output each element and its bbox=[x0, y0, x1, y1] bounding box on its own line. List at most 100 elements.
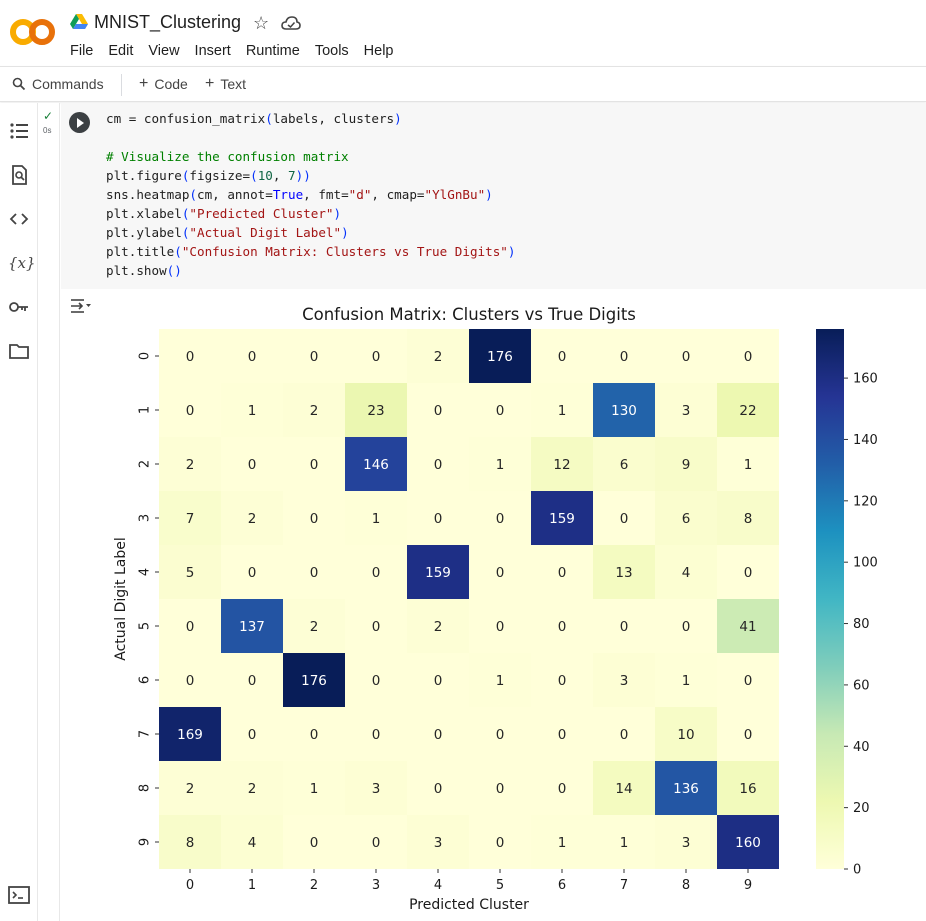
heatmap-cell bbox=[593, 545, 655, 599]
find-icon[interactable] bbox=[8, 164, 30, 186]
cell-annotation: 1 bbox=[744, 457, 753, 473]
cell-annotation: 0 bbox=[496, 835, 505, 851]
cell-annotation: 1 bbox=[248, 403, 257, 419]
cell-annotation: 0 bbox=[310, 727, 319, 743]
y-tick-label: 0 bbox=[138, 352, 153, 360]
add-code-button[interactable]: + Code bbox=[139, 76, 188, 93]
heatmap-cell bbox=[531, 599, 593, 653]
heatmap-cell bbox=[655, 437, 717, 491]
secrets-icon[interactable] bbox=[8, 296, 30, 318]
cell-annotation: 0 bbox=[434, 673, 443, 689]
heatmap-cell bbox=[717, 545, 779, 599]
cell-annotation: 0 bbox=[248, 349, 257, 365]
cell-annotation: 0 bbox=[186, 403, 195, 419]
heatmap-cell bbox=[593, 437, 655, 491]
y-tick-label: 9 bbox=[138, 838, 153, 846]
heatmap-cell bbox=[221, 491, 283, 545]
notebook-title[interactable]: MNIST_Clustering bbox=[94, 12, 242, 32]
x-tick-label: 2 bbox=[310, 878, 318, 893]
code-snippets-icon[interactable] bbox=[8, 208, 30, 230]
heatmap-cell bbox=[345, 383, 407, 437]
heatmap-cell bbox=[531, 437, 593, 491]
x-tick-label: 7 bbox=[620, 878, 628, 893]
code-editor[interactable]: cm = confusion_matrix(labels, clusters) … bbox=[106, 111, 516, 278]
heatmap-cell bbox=[531, 707, 593, 761]
heatmap-cell bbox=[159, 707, 221, 761]
add-text-label: Text bbox=[220, 76, 247, 92]
colorbar-tick-label: 0 bbox=[853, 863, 861, 878]
heatmap-cell bbox=[717, 599, 779, 653]
heatmap-cell bbox=[593, 491, 655, 545]
heatmap-cell bbox=[407, 707, 469, 761]
heatmap-cell bbox=[655, 545, 717, 599]
heatmap-cell bbox=[593, 761, 655, 815]
cell-annotation: 0 bbox=[558, 781, 567, 797]
cell-annotation: 0 bbox=[310, 511, 319, 527]
cell-annotation: 4 bbox=[248, 835, 257, 851]
terminal-icon[interactable] bbox=[8, 886, 30, 904]
heatmap-cell bbox=[469, 491, 531, 545]
toc-icon[interactable] bbox=[8, 120, 30, 142]
cell-annotation: 0 bbox=[186, 349, 195, 365]
heatmap-cell bbox=[345, 707, 407, 761]
heatmap-cell bbox=[283, 761, 345, 815]
cell-annotation: 14 bbox=[615, 781, 632, 797]
cell-annotation: 41 bbox=[739, 619, 756, 635]
heatmap-cell bbox=[469, 437, 531, 491]
cell-annotation: 0 bbox=[744, 727, 753, 743]
cell-annotation: 0 bbox=[434, 403, 443, 419]
cell-annotation: 130 bbox=[611, 403, 637, 419]
cell-annotation: 3 bbox=[372, 781, 381, 797]
menu-help[interactable]: Help bbox=[363, 43, 394, 59]
menu-runtime[interactable]: Runtime bbox=[245, 43, 300, 59]
cloud-status-icon[interactable] bbox=[281, 15, 301, 31]
cell-annotation: 0 bbox=[620, 511, 629, 527]
cell-annotation: 0 bbox=[496, 511, 505, 527]
cell-annotation: 0 bbox=[496, 781, 505, 797]
app-header: MNIST_Clustering ☆ File Edit View Insert… bbox=[0, 0, 926, 66]
menu-view[interactable]: View bbox=[148, 43, 180, 59]
heatmap-cell bbox=[159, 599, 221, 653]
cell-annotation: 0 bbox=[682, 349, 691, 365]
cell-annotation: 160 bbox=[735, 835, 761, 851]
cell-annotation: 0 bbox=[372, 727, 381, 743]
heatmap-cell bbox=[593, 383, 655, 437]
cell-annotation: 0 bbox=[744, 673, 753, 689]
colab-logo[interactable] bbox=[10, 14, 56, 50]
files-icon[interactable] bbox=[8, 340, 30, 362]
cell-annotation: 3 bbox=[620, 673, 629, 689]
heatmap-cell bbox=[593, 653, 655, 707]
heatmap-cell bbox=[469, 329, 531, 383]
cell-annotation: 6 bbox=[620, 457, 629, 473]
code-cell[interactable] bbox=[61, 103, 926, 289]
menu-file[interactable]: File bbox=[70, 43, 94, 59]
menu-insert[interactable]: Insert bbox=[194, 43, 231, 59]
heatmap-cell bbox=[655, 383, 717, 437]
x-axis-label: Predicted Cluster bbox=[409, 897, 529, 913]
heatmap-cell bbox=[159, 815, 221, 869]
star-icon[interactable]: ☆ bbox=[253, 13, 270, 33]
menu-edit[interactable]: Edit bbox=[108, 43, 134, 59]
heatmap-cell bbox=[407, 329, 469, 383]
heatmap-cell bbox=[283, 599, 345, 653]
heatmap-cell bbox=[531, 329, 593, 383]
heatmap-cell bbox=[159, 383, 221, 437]
cell-annotation: 0 bbox=[620, 619, 629, 635]
cell-annotation: 0 bbox=[620, 727, 629, 743]
toolbar-divider bbox=[121, 74, 122, 96]
menu-tools[interactable]: Tools bbox=[314, 43, 349, 59]
cell-annotation: 0 bbox=[372, 673, 381, 689]
run-cell-button[interactable] bbox=[69, 112, 90, 133]
cell-annotation: 23 bbox=[367, 403, 384, 419]
heatmap-cell bbox=[283, 545, 345, 599]
add-text-button[interactable]: + Text bbox=[205, 76, 247, 93]
variables-icon[interactable]: {x} bbox=[8, 254, 36, 272]
output-options-icon[interactable] bbox=[70, 297, 92, 315]
commands-button[interactable]: Commands bbox=[12, 76, 104, 92]
execution-time: 0s bbox=[43, 126, 52, 135]
heatmap-cell bbox=[283, 383, 345, 437]
heatmap-cell bbox=[345, 599, 407, 653]
toolbar: Commands + Code + Text bbox=[0, 66, 926, 102]
google-drive-icon[interactable] bbox=[70, 14, 88, 30]
left-sidebar: {x} bbox=[0, 103, 38, 921]
